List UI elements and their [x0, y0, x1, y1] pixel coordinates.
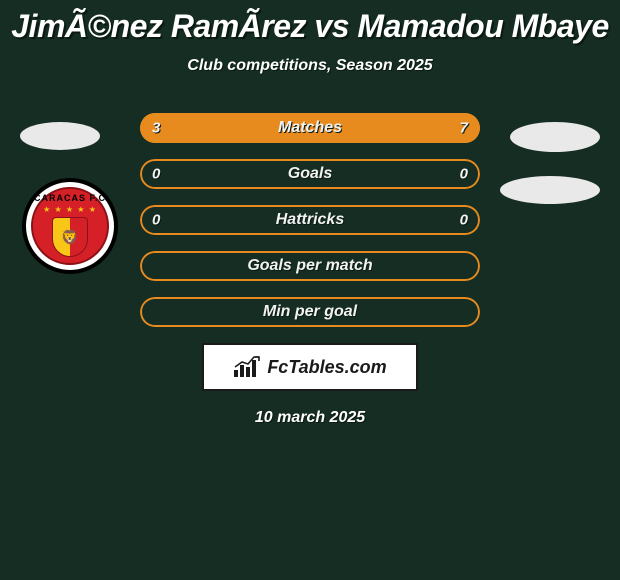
club-left-logo-stars: ★ ★ ★ ★ ★ — [33, 205, 107, 214]
stat-bar-label: Goals — [140, 165, 480, 183]
club-left-logo-inner: CARACAS F.C ★ ★ ★ ★ ★ 🦁 — [31, 187, 109, 265]
stat-bar-row: Goals0 0 — [140, 159, 480, 189]
stat-bar-row: Matches3 7 — [140, 113, 480, 143]
club-left-logo-text: CARACAS F.C — [33, 193, 107, 203]
stat-bar-row: Min per goal — [140, 297, 480, 327]
stat-bar-label: Matches — [140, 119, 480, 137]
comparison-infographic: JimÃ©nez RamÃ­rez vs Mamadou Mbaye Club … — [0, 0, 620, 580]
stat-bar-value-right: 0 — [460, 166, 468, 183]
stat-bar-value-right: 7 — [460, 120, 468, 137]
player-right-avatar-placeholder — [510, 122, 600, 152]
stat-bar-row: Hattricks0 0 — [140, 205, 480, 235]
stat-bar-label: Min per goal — [140, 303, 480, 321]
brand-attribution: FcTables.com — [202, 343, 418, 391]
stat-bar-label: Hattricks — [140, 211, 480, 229]
club-left-logo: CARACAS F.C ★ ★ ★ ★ ★ 🦁 — [22, 178, 118, 274]
stat-bar-row: Goals per match — [140, 251, 480, 281]
brand-chart-icon — [233, 356, 261, 378]
stat-bar-value-left: 3 — [152, 120, 160, 137]
player-left-avatar-placeholder — [20, 122, 100, 150]
stat-bar-value-left: 0 — [152, 166, 160, 183]
club-left-logo-shield: 🦁 — [52, 217, 88, 257]
stat-bar-value-right: 0 — [460, 212, 468, 229]
stat-bar-label: Goals per match — [140, 257, 480, 275]
date-label: 10 march 2025 — [0, 409, 620, 427]
page-subtitle: Club competitions, Season 2025 — [0, 57, 620, 75]
stat-bar-value-left: 0 — [152, 212, 160, 229]
club-right-logo-placeholder — [500, 176, 600, 204]
page-title: JimÃ©nez RamÃ­rez vs Mamadou Mbaye — [0, 0, 620, 45]
brand-text: FcTables.com — [267, 357, 386, 378]
